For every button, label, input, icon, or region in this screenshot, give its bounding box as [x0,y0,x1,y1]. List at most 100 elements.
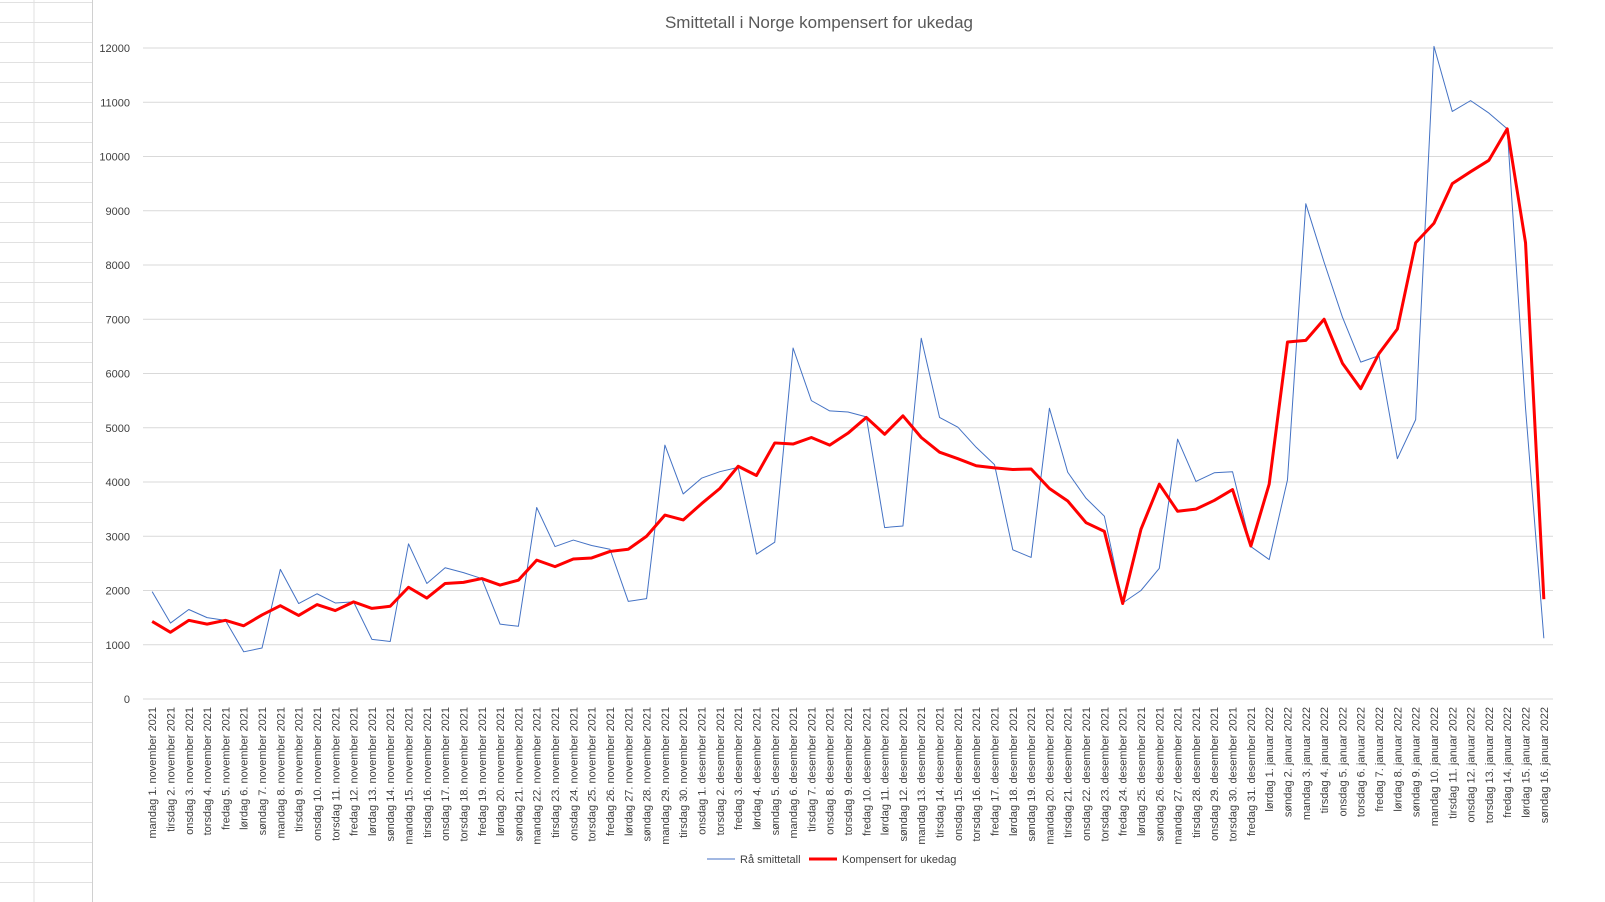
x-tick-label: onsdag 17. november 2021 [440,707,452,841]
data-point-raw [1304,202,1308,206]
x-tick-label: mandag 27. desember 2021 [1173,707,1185,845]
data-point-raw [1066,470,1070,474]
x-tick-label: torsdag 11. november 2021 [330,707,342,841]
data-point-raw [828,409,832,413]
data-point-raw [1487,111,1491,115]
data-point-compensated [1047,487,1051,491]
data-point-raw [1231,470,1235,474]
data-point-compensated [333,609,337,613]
data-point-compensated [754,473,758,477]
x-tick-label: torsdag 30. desember 2021 [1228,707,1240,842]
data-point-compensated [553,565,557,569]
data-point-compensated [1066,499,1070,503]
data-point-compensated [443,581,447,585]
data-point-raw [1524,406,1528,410]
y-tick-label: 9000 [106,206,130,218]
data-point-compensated [1029,467,1033,471]
x-tick-label: lørdag 6. november 2021 [239,707,251,830]
data-point-raw [1359,360,1363,364]
data-point-compensated [992,466,996,470]
data-point-compensated [370,606,374,610]
data-point-compensated [974,464,978,468]
x-tick-label: søndag 7. november 2021 [257,707,269,835]
legend-label-raw: Rå smittetall [740,854,801,866]
data-point-compensated [608,549,612,553]
series-raw [151,45,1545,653]
x-tick-label: onsdag 12. januar 2022 [1466,707,1478,823]
data-point-compensated [1285,340,1289,344]
data-point-compensated [1395,327,1399,331]
data-point-raw [1212,471,1216,475]
data-point-raw [590,543,594,547]
chart-area[interactable]: Smittetall i Norge kompensert for ukedag… [93,0,1605,902]
x-tick-label: mandag 1. november 2021 [147,707,159,838]
x-tick-label: søndag 21. november 2021 [513,707,525,842]
data-point-raw [1011,548,1015,552]
x-tick-label: mandag 13. desember 2021 [916,707,928,845]
data-point-compensated [1212,498,1216,502]
data-point-compensated [919,436,923,440]
data-point-compensated [956,457,960,461]
data-point-raw [773,540,777,544]
x-tick-label: tirsdag 7. desember 2021 [806,707,818,832]
data-point-compensated [1194,507,1198,511]
data-point-raw [535,505,539,509]
data-point-compensated [1414,241,1418,245]
x-tick-label: tirsdag 14. desember 2021 [935,707,947,838]
data-point-compensated [1304,338,1308,342]
x-tick-label: fredag 10. desember 2021 [861,707,873,836]
data-point-compensated [535,558,539,562]
data-point-raw [1469,99,1473,103]
x-tick-label: tirsdag 16. november 2021 [422,707,434,838]
x-tick-label: fredag 19. november 2021 [477,707,489,836]
series-layer [151,45,1546,653]
data-point-compensated [352,600,356,604]
data-point-raw [1176,437,1180,441]
data-point-raw [1084,496,1088,500]
x-tick-label: søndag 19. desember 2021 [1026,707,1038,842]
chart-svg: Smittetall i Norge kompensert for ukedag… [99,13,1553,866]
data-point-raw [626,599,630,603]
x-tick-label: lørdag 11. desember 2021 [880,707,892,835]
x-tick-label: lørdag 8. januar 2022 [1392,707,1404,812]
x-tick-label: lørdag 18. desember 2021 [1008,707,1020,836]
data-point-raw [425,581,429,585]
data-point-compensated [1322,317,1326,321]
data-point-raw [168,621,172,625]
x-tick-label: søndag 26. desember 2021 [1154,707,1166,842]
data-point-raw [553,545,557,549]
data-point-raw [205,616,209,620]
y-tick-label: 3000 [106,531,130,543]
x-tick-label: fredag 7. januar 2022 [1374,707,1386,812]
data-point-compensated [1377,351,1381,355]
data-point-compensated [498,583,502,587]
y-tick-label: 10000 [99,152,130,164]
x-tick-label: fredag 26. november 2021 [605,707,617,836]
data-point-compensated [809,436,813,440]
data-point-compensated [645,534,649,538]
x-tick-label: tirsdag 28. desember 2021 [1191,707,1203,838]
data-point-compensated [828,443,832,447]
data-point-compensated [260,613,264,617]
data-point-compensated [736,464,740,468]
x-tick-label: lørdag 13. november 2021 [367,707,379,836]
x-tick-label: lørdag 15. januar 2022 [1521,707,1533,818]
data-point-raw [1322,260,1326,264]
data-point-compensated [242,624,246,628]
data-point-compensated [590,556,594,560]
x-tick-label: torsdag 18. november 2021 [458,707,470,842]
y-tick-label: 12000 [99,43,130,55]
data-point-raw [315,592,319,596]
x-tick-label: mandag 15. november 2021 [404,707,416,845]
x-tick-label: fredag 17. desember 2021 [989,707,1001,836]
data-point-raw [333,601,337,605]
y-axis-ticks: 0 1000 2000 3000 4000 5000 6000 7000 8000 9000 100… [99,43,130,706]
data-point-compensated [425,596,429,600]
x-tick-label: mandag 20. desember 2021 [1044,707,1056,845]
x-tick-label: torsdag 4. november 2021 [202,707,214,835]
x-tick-label: mandag 8. november 2021 [275,707,287,838]
y-tick-label: 6000 [106,369,130,381]
x-axis-ticks: mandag 1. november 2021 tirsdag 2. novemb… [147,707,1551,845]
series-line-compensated [151,127,1546,634]
data-point-compensated [461,580,465,584]
